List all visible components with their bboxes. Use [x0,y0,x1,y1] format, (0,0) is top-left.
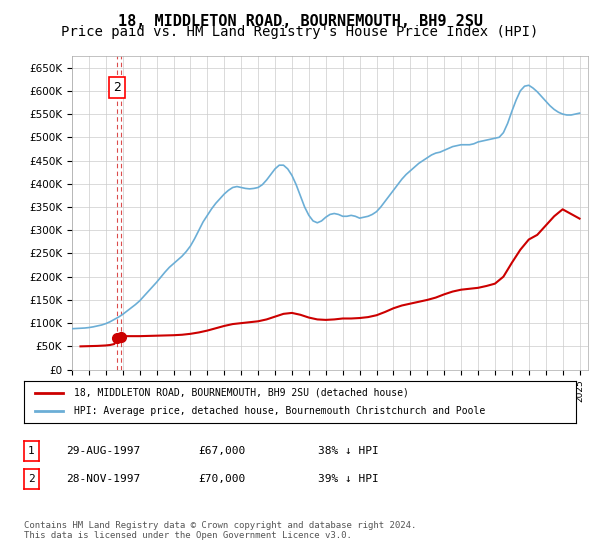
Text: £67,000: £67,000 [198,446,245,456]
Text: 18, MIDDLETON ROAD, BOURNEMOUTH, BH9 2SU (detached house): 18, MIDDLETON ROAD, BOURNEMOUTH, BH9 2SU… [74,388,409,398]
Text: 2: 2 [113,81,121,94]
Text: 38% ↓ HPI: 38% ↓ HPI [318,446,379,456]
Text: Price paid vs. HM Land Registry's House Price Index (HPI): Price paid vs. HM Land Registry's House … [61,25,539,39]
Text: 39% ↓ HPI: 39% ↓ HPI [318,474,379,484]
Text: £70,000: £70,000 [198,474,245,484]
Text: Contains HM Land Registry data © Crown copyright and database right 2024.
This d: Contains HM Land Registry data © Crown c… [24,521,416,540]
Text: 29-AUG-1997: 29-AUG-1997 [66,446,140,456]
Text: HPI: Average price, detached house, Bournemouth Christchurch and Poole: HPI: Average price, detached house, Bour… [74,406,485,416]
Text: 18, MIDDLETON ROAD, BOURNEMOUTH, BH9 2SU: 18, MIDDLETON ROAD, BOURNEMOUTH, BH9 2SU [118,14,482,29]
Text: 2: 2 [28,474,35,484]
Text: 1: 1 [28,446,35,456]
Text: 28-NOV-1997: 28-NOV-1997 [66,474,140,484]
